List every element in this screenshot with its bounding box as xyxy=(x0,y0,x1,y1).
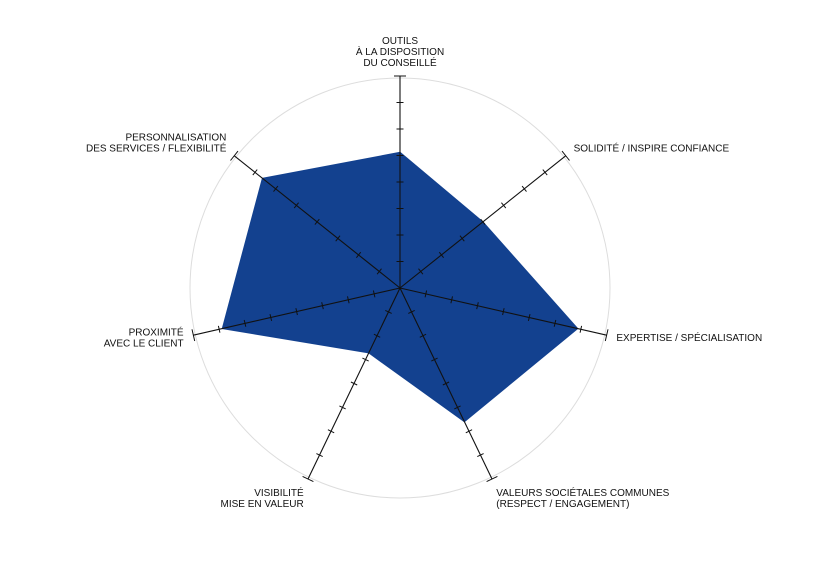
axis-label-line: VISIBILITÉ xyxy=(254,486,304,499)
axis-label-line: À LA DISPOSITION xyxy=(356,45,444,58)
axis-label-2: EXPERTISE / SPÉCIALISATION xyxy=(616,331,762,344)
axis-tick xyxy=(502,308,505,316)
axis-tick xyxy=(295,308,298,316)
axis-5 xyxy=(191,287,401,342)
axis-3 xyxy=(399,287,498,483)
axis-label-line: VALEURS SOCIÉTALES COMMUNES xyxy=(496,486,669,499)
axis-tick xyxy=(442,381,450,386)
axis-label-line: SOLIDITÉ / INSPIRE CONFIANCE xyxy=(574,142,730,155)
axis-label-4: VISIBILITÉ MISE EN VALEUR xyxy=(221,486,304,510)
axis-tick xyxy=(418,268,424,275)
radar-labels: OUTILS À LA DISPOSITION DU CONSEILLÉ SOLIDI… xyxy=(86,36,762,510)
axis-tick xyxy=(362,357,369,362)
axis-tick xyxy=(356,251,362,259)
axis-2 xyxy=(399,287,609,342)
axis-tick xyxy=(373,333,381,338)
axis-tick xyxy=(347,296,350,304)
axis-tick xyxy=(465,429,473,434)
axis-tick xyxy=(339,405,346,410)
axis-tick xyxy=(293,202,299,209)
axis-tick xyxy=(480,218,486,225)
axis-tick xyxy=(302,475,314,483)
axis-tick xyxy=(252,169,258,176)
axis-6 xyxy=(230,150,401,289)
axis-1 xyxy=(399,150,570,289)
axis-tick xyxy=(321,302,324,310)
axis-label-3: VALEURS SOCIÉTALES COMMUNES (RESPECT / EN… xyxy=(496,486,669,510)
axis-tick xyxy=(477,453,484,458)
axis-tick xyxy=(385,309,392,314)
axis-label-5: PROXIMITÉ AVEC LE CLIENT xyxy=(104,325,184,349)
axis-tick xyxy=(553,319,557,327)
radar-axes xyxy=(191,75,609,483)
axis-tick xyxy=(438,251,444,259)
axis-tick xyxy=(335,235,341,242)
axis-tick xyxy=(408,309,415,314)
axis-tick xyxy=(454,405,461,410)
axis-tick xyxy=(521,185,527,192)
axis-tick xyxy=(424,290,428,298)
axis-tick xyxy=(476,302,479,310)
axis-label-line: MISE EN VALEUR xyxy=(221,499,304,510)
axis-label-6: PERSONNALISATION DES SERVICES / FLEXIBILI… xyxy=(86,133,227,155)
axis-tick xyxy=(217,325,221,333)
axis-4 xyxy=(302,287,401,483)
axis-label-line: (RESPECT / ENGAGEMENT) xyxy=(496,499,629,510)
axis-0 xyxy=(394,75,406,288)
axis-tick xyxy=(376,268,382,275)
axis-label-line: OUTILS xyxy=(382,36,418,47)
axis-tick xyxy=(501,202,507,209)
axis-label-line: PERSONNALISATION xyxy=(125,133,226,144)
axis-label-line: PROXIMITÉ xyxy=(129,325,184,338)
axis-tick xyxy=(459,235,465,242)
axis-tick xyxy=(327,429,335,434)
axis-tick xyxy=(604,329,609,342)
axis-tick xyxy=(350,381,358,386)
axis-label-line: EXPERTISE / SPÉCIALISATION xyxy=(616,331,762,344)
axis-tick xyxy=(542,169,548,176)
axis-tick xyxy=(527,313,531,322)
axis-tick xyxy=(419,333,427,338)
axis-label-line: DU CONSEILLÉ xyxy=(363,56,437,69)
axis-tick xyxy=(230,150,239,161)
axis-tick xyxy=(269,313,273,322)
axis-label-1: SOLIDITÉ / INSPIRE CONFIANCE xyxy=(574,142,730,155)
axis-tick xyxy=(372,290,376,298)
axis-tick xyxy=(273,185,279,192)
axis-label-line: AVEC LE CLIENT xyxy=(104,338,184,349)
axis-tick xyxy=(486,475,498,483)
axis-label-line: DES SERVICES / FLEXIBILITÉ xyxy=(86,142,227,155)
axis-tick xyxy=(450,296,453,304)
axis-tick xyxy=(431,357,438,362)
axis-tick xyxy=(191,329,196,342)
axis-tick xyxy=(579,325,583,333)
axis-tick xyxy=(243,319,247,327)
axis-tick xyxy=(561,150,570,161)
axis-label-0: OUTILS À LA DISPOSITION DU CONSEILLÉ xyxy=(356,36,444,69)
axis-tick xyxy=(316,453,323,458)
axis-tick xyxy=(314,218,320,225)
